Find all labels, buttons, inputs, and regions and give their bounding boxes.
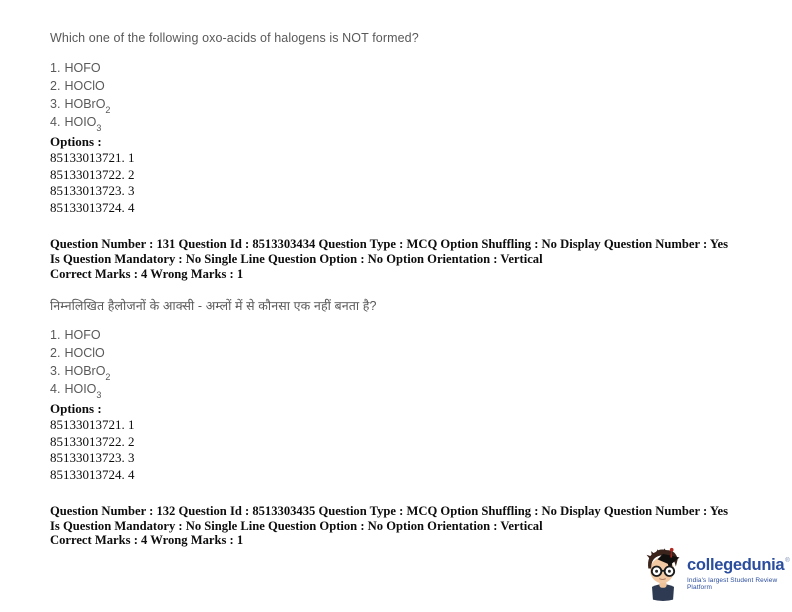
logo-text-block: collegedunia ® India's largest Student R… [687, 556, 791, 591]
choice-row: 2. HOClO [50, 346, 105, 363]
choice-formula: HOFO [64, 328, 101, 342]
choice-formula: HOClO [64, 79, 105, 93]
choice-formula-subscript: 2 [105, 104, 111, 115]
choice-number: 4. [50, 115, 61, 129]
choice-formula: HOBrO [64, 97, 106, 111]
choice-number: 4. [50, 382, 61, 396]
choice-number: 1. [50, 61, 61, 75]
logo-brand-text: collegedunia [687, 556, 785, 574]
choice-formula-subscript: 2 [105, 371, 111, 382]
choice-row: 4. HOIO3 [50, 115, 102, 133]
choice-row: 1. HOFO [50, 61, 101, 78]
choice-row: 2. HOClO [50, 79, 105, 96]
choice-formula-subscript: 3 [96, 122, 102, 133]
options-label: Options : [50, 401, 102, 416]
options-label: Options : [50, 134, 102, 149]
option-id-row: 85133013722. 2 [50, 167, 135, 182]
collegedunia-logo: collegedunia ® India's largest Student R… [641, 546, 791, 604]
collegedunia-mascot-icon [646, 547, 680, 602]
logo-tagline: India's largest Student Review Platform [687, 577, 778, 591]
choice-row: 4. HOIO3 [50, 382, 102, 400]
question-text-hi: निम्नलिखित हैलोजनों के आक्सी - अम्लों मे… [50, 299, 377, 313]
question-marks: Correct Marks : 4 Wrong Marks : 1 [50, 533, 244, 547]
choice-number: 3. [50, 97, 61, 111]
choice-formula: HOIO [64, 115, 97, 129]
choice-row: 3. HOBrO2 [50, 364, 111, 382]
choice-row: 1. HOFO [50, 328, 101, 345]
choice-formula-subscript: 3 [96, 389, 102, 400]
option-id-row: 85133013724. 4 [50, 467, 135, 482]
question-text-en: Which one of the following oxo-acids of … [50, 31, 419, 45]
question-marks: Correct Marks : 4 Wrong Marks : 1 [50, 267, 244, 281]
option-id-row: 85133013722. 2 [50, 434, 135, 449]
choice-formula: HOIO [64, 382, 97, 396]
logo-registered-mark: ® [785, 558, 790, 564]
choice-number: 1. [50, 328, 61, 342]
choice-row: 3. HOBrO2 [50, 97, 111, 115]
choice-formula: HOFO [64, 61, 101, 75]
option-id-row: 85133013724. 4 [50, 200, 135, 215]
option-id-row: 85133013721. 1 [50, 417, 135, 432]
option-id-row: 85133013723. 3 [50, 450, 135, 465]
choice-number: 2. [50, 346, 61, 360]
choice-formula: HOClO [64, 346, 105, 360]
option-id-row: 85133013721. 1 [50, 150, 135, 165]
option-id-row: 85133013723. 3 [50, 183, 135, 198]
choice-number: 3. [50, 364, 61, 378]
choice-number: 2. [50, 79, 61, 93]
choice-formula: HOBrO [64, 364, 106, 378]
question-metadata: Question Number : 132 Question Id : 8513… [50, 504, 729, 533]
question-metadata: Question Number : 131 Question Id : 8513… [50, 237, 729, 266]
